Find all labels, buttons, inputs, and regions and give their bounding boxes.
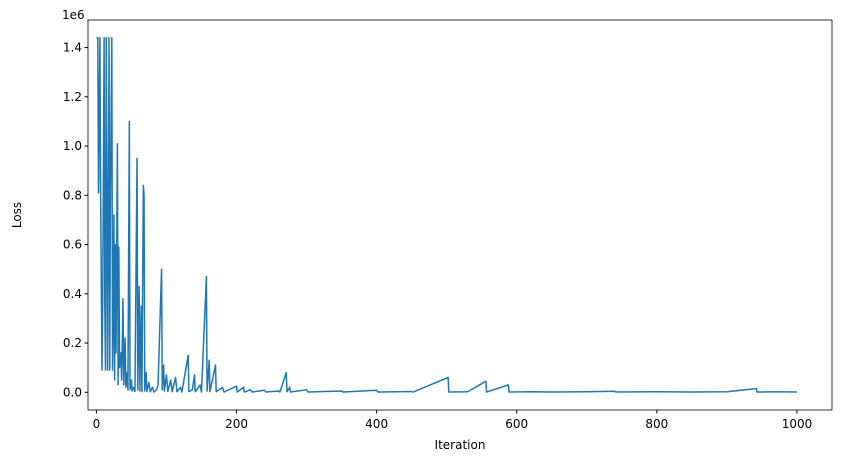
y-tick-label: 0.2	[63, 336, 82, 350]
x-tick-label: 600	[505, 417, 528, 431]
y-tick-label: 1.2	[63, 90, 82, 104]
x-tick-label: 0	[93, 417, 101, 431]
y-tick-label: 0.6	[63, 238, 82, 252]
x-tick-label: 400	[365, 417, 388, 431]
y-tick-label: 0.0	[63, 385, 82, 399]
plot-frame	[87, 19, 833, 411]
y-tick-label: 1.0	[63, 139, 82, 153]
y-axis-label: Loss	[10, 202, 24, 228]
x-tick-label: 800	[645, 417, 668, 431]
y-tick-label: 0.4	[63, 287, 82, 301]
x-axis-label: Iteration	[435, 438, 486, 452]
line-series	[96, 36, 797, 393]
y-tick-label: 1.4	[63, 41, 82, 55]
y-tick-label: 0.8	[63, 188, 82, 202]
x-tick-label: 200	[225, 417, 248, 431]
x-tick-label: 1000	[782, 417, 813, 431]
y-offset-label: 1e6	[62, 8, 85, 22]
